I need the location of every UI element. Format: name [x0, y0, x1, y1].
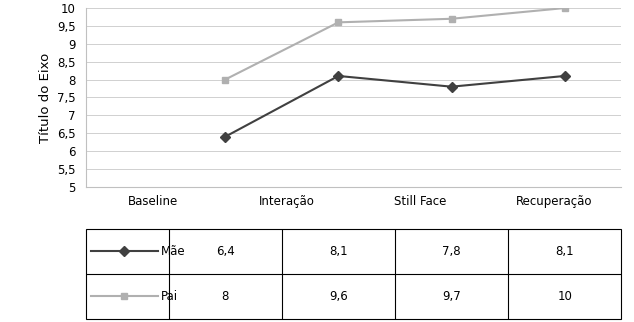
Text: 6,4: 6,4 [216, 245, 235, 258]
Text: 8,1: 8,1 [555, 245, 574, 258]
Text: 8: 8 [221, 290, 229, 303]
Text: 9,7: 9,7 [442, 290, 461, 303]
Text: Interação: Interação [259, 195, 314, 208]
Text: 7,8: 7,8 [443, 245, 461, 258]
Text: 10: 10 [557, 290, 572, 303]
Text: Recuperação: Recuperação [516, 195, 593, 208]
Text: Baseline: Baseline [127, 195, 178, 208]
Text: Still Face: Still Face [394, 195, 446, 208]
Y-axis label: Título do Eixo: Título do Eixo [39, 52, 52, 143]
Text: Mãe: Mãe [160, 245, 185, 258]
Text: 8,1: 8,1 [329, 245, 347, 258]
Text: 9,6: 9,6 [329, 290, 348, 303]
Text: Pai: Pai [160, 290, 178, 303]
